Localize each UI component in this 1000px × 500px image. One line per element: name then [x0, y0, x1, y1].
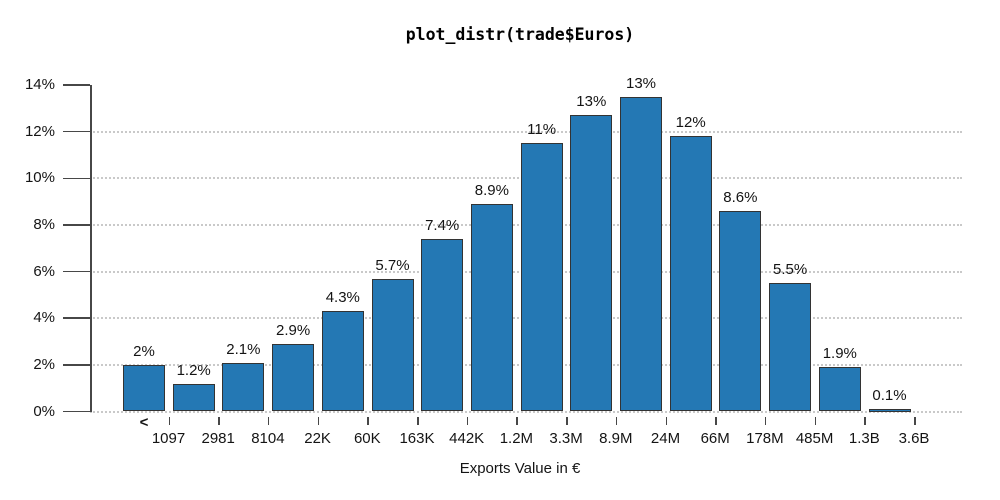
x-tick-label: 442K	[449, 430, 485, 447]
bar-value-label: 11%	[527, 121, 557, 139]
bar	[371, 278, 414, 412]
bar	[123, 364, 165, 412]
x-tick-label: 22K	[304, 430, 331, 447]
bar	[719, 210, 762, 412]
bar	[868, 409, 911, 413]
x-tick	[864, 417, 866, 425]
bar	[172, 383, 215, 412]
y-tick	[63, 317, 90, 319]
x-tick	[566, 417, 568, 425]
bar	[769, 283, 812, 412]
y-tick	[63, 224, 90, 226]
bar	[520, 143, 563, 412]
x-tick	[764, 417, 767, 425]
bar-value-label: 1.2%	[176, 361, 211, 379]
bar-value-label: 2.1%	[226, 340, 261, 358]
x-tick	[665, 417, 667, 425]
bar	[570, 115, 613, 412]
bar-value-label: 8.6%	[723, 188, 758, 206]
bar-value-label: 13%	[576, 93, 607, 111]
x-tick	[814, 417, 817, 425]
bar	[470, 203, 513, 412]
x-tick-label: 1.2M	[499, 430, 534, 447]
bar	[818, 367, 861, 412]
bar	[222, 362, 265, 412]
x-tick	[516, 417, 518, 425]
y-tick	[63, 270, 90, 273]
x-tick	[715, 417, 717, 425]
less-than-symbol: <	[139, 414, 149, 431]
bar	[620, 96, 662, 412]
y-tick-label: 14%	[24, 76, 55, 93]
x-tick-label: 66M	[700, 430, 730, 447]
bar-value-label: 1.9%	[822, 345, 857, 363]
y-tick	[63, 130, 90, 133]
bar-value-label: 7.4%	[425, 216, 460, 234]
y-tick	[63, 364, 90, 366]
y-tick-label: 2%	[33, 355, 55, 373]
x-tick	[168, 417, 170, 425]
bar-value-label: 8.9%	[474, 181, 509, 199]
bar-value-label: 13%	[625, 74, 657, 92]
gridline	[90, 130, 962, 133]
y-tick-label: 10%	[24, 169, 55, 187]
x-tick-label: 24M	[650, 430, 681, 447]
x-tick	[317, 417, 320, 425]
x-tick	[367, 417, 369, 425]
x-axis-title: Exports Value in €	[459, 460, 581, 477]
x-tick-label: 163K	[399, 430, 435, 447]
x-tick-label: 485M	[795, 430, 834, 447]
x-tick	[466, 417, 469, 425]
x-tick-label: 3.3M	[549, 430, 583, 447]
x-tick-label: 1097	[151, 430, 186, 447]
bar	[421, 238, 464, 412]
y-tick	[63, 410, 90, 413]
x-tick-label: 60K	[353, 430, 381, 447]
bar	[669, 136, 712, 412]
bar-value-label: 4.3%	[325, 289, 360, 307]
bar-value-label: 2%	[133, 342, 155, 360]
x-tick	[615, 417, 618, 425]
x-tick	[218, 417, 220, 425]
x-tick	[914, 417, 916, 425]
y-tick	[63, 84, 90, 86]
bar	[321, 311, 364, 412]
x-tick-label: 8.9M	[599, 430, 633, 447]
y-tick-label: 0%	[33, 402, 55, 420]
bar	[272, 343, 315, 412]
x-tick-label: 1.3B	[848, 430, 880, 447]
bar-value-label: 5.5%	[772, 261, 808, 279]
y-tick-label: 8%	[33, 215, 55, 233]
bar-value-label: 2.9%	[275, 321, 311, 339]
x-tick-label: 3.6B	[898, 430, 930, 447]
y-axis-line	[90, 85, 92, 412]
bar-value-label: 5.7%	[375, 256, 410, 274]
x-tick	[267, 417, 270, 425]
x-tick-label: 8104	[251, 430, 285, 447]
x-tick-label: 2981	[201, 430, 235, 447]
x-tick	[417, 417, 419, 425]
y-tick-label: 12%	[24, 122, 55, 140]
y-tick	[63, 177, 90, 180]
y-tick-label: 4%	[33, 309, 55, 327]
bar-value-label: 12%	[675, 114, 706, 132]
gridline	[90, 410, 962, 413]
bar-value-label: 0.1%	[872, 387, 907, 405]
chart-title: plot_distr(trade$Euros)	[405, 25, 635, 44]
x-tick-label: 178M	[746, 430, 784, 447]
y-tick-label: 6%	[33, 262, 55, 280]
